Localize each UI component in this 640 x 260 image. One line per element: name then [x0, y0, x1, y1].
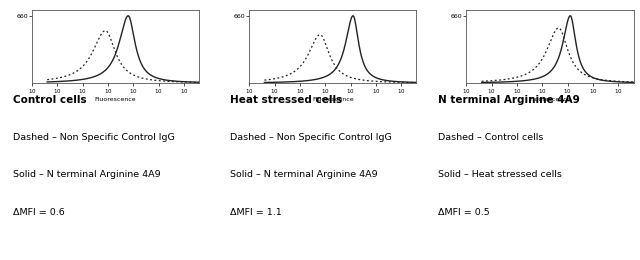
- Text: Control cells: Control cells: [13, 95, 86, 105]
- Text: Solid – N terminal Arginine 4A9: Solid – N terminal Arginine 4A9: [13, 170, 161, 179]
- X-axis label: Fluorescence: Fluorescence: [312, 97, 354, 102]
- Text: ΔMFI = 1.1: ΔMFI = 1.1: [230, 208, 282, 217]
- Text: Heat stressed cells: Heat stressed cells: [230, 95, 342, 105]
- Text: N terminal Arginine 4A9: N terminal Arginine 4A9: [438, 95, 580, 105]
- Text: Solid – N terminal Arginine 4A9: Solid – N terminal Arginine 4A9: [230, 170, 378, 179]
- X-axis label: Fluorescence: Fluorescence: [529, 97, 571, 102]
- X-axis label: Fluorescence: Fluorescence: [95, 97, 136, 102]
- Text: Solid – Heat stressed cells: Solid – Heat stressed cells: [438, 170, 563, 179]
- Text: ΔMFI = 0.6: ΔMFI = 0.6: [13, 208, 65, 217]
- Text: Dashed – Non Specific Control IgG: Dashed – Non Specific Control IgG: [230, 133, 392, 142]
- Text: Dashed – Non Specific Control IgG: Dashed – Non Specific Control IgG: [13, 133, 175, 142]
- Text: Dashed – Control cells: Dashed – Control cells: [438, 133, 544, 142]
- Text: ΔMFI = 0.5: ΔMFI = 0.5: [438, 208, 490, 217]
